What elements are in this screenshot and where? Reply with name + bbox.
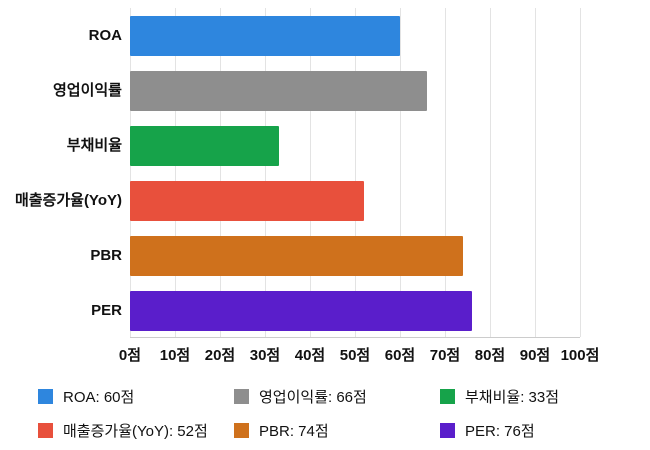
gridline (175, 8, 176, 337)
x-tick-label: 0점 (118, 347, 142, 364)
bar (130, 235, 463, 276)
legend-item[interactable]: PER: 76점 (440, 420, 559, 441)
legend-item[interactable]: ROA: 60점 (38, 386, 234, 407)
gridline (355, 8, 356, 337)
x-tick-label: 80점 (474, 347, 506, 364)
gridline (445, 8, 446, 337)
legend-item[interactable]: 영업이익률: 66점 (234, 386, 440, 407)
category-label: 매출증가율(YoY) (14, 192, 122, 209)
legend-swatch (234, 423, 249, 438)
legend-label: PBR: 74점 (259, 423, 329, 440)
x-tick-label: 60점 (384, 347, 416, 364)
x-axis: 0점 10점 20점 30점 40점 50점 60점 70점 80점 90점 100점 (119, 344, 599, 364)
x-tick-label: 90점 (519, 347, 551, 364)
legend-swatch (440, 423, 455, 438)
bar (130, 180, 364, 221)
category-label: 영업이익률 (52, 82, 122, 99)
legend-item[interactable]: 매출증가율(YoY): 52점 (38, 420, 234, 441)
gridline (220, 8, 221, 337)
x-tick-label: 10점 (159, 347, 191, 364)
gridline (265, 8, 266, 337)
gridline (535, 8, 536, 337)
gridline (490, 8, 491, 337)
legend-label: 매출증가율(YoY): 52점 (63, 423, 208, 440)
legend-label: PER: 76점 (465, 423, 535, 440)
x-tick-label: 70점 (429, 347, 461, 364)
x-tick-label: 30점 (249, 347, 281, 364)
bar (130, 15, 400, 56)
gridline (310, 8, 311, 337)
legend-label: ROA: 60점 (63, 389, 135, 406)
legend-swatch (234, 389, 249, 404)
legend-swatch (38, 423, 53, 438)
gridline (130, 8, 131, 337)
gridline (580, 8, 581, 337)
legend-swatch (440, 389, 455, 404)
legend-item[interactable]: PBR: 74점 (234, 420, 440, 441)
bar (130, 125, 279, 166)
category-label: PER (91, 302, 122, 319)
category-label: PBR (90, 247, 122, 264)
x-tick-label: 40점 (294, 347, 326, 364)
x-tick-label: 20점 (204, 347, 236, 364)
plot-area (130, 8, 581, 338)
legend-label: 부채비율: 33점 (465, 389, 560, 406)
bar (130, 290, 472, 331)
category-label: 부채비율 (66, 137, 122, 154)
x-tick-label: 100점 (560, 347, 600, 364)
bar (130, 70, 427, 111)
gridline (400, 8, 401, 337)
legend-swatch (38, 389, 53, 404)
legend-label: 영업이익률: 66점 (259, 389, 367, 406)
legend-item[interactable]: 부채비율: 33점 (440, 386, 559, 407)
category-label: ROA (88, 27, 122, 44)
x-tick-label: 50점 (339, 347, 371, 364)
